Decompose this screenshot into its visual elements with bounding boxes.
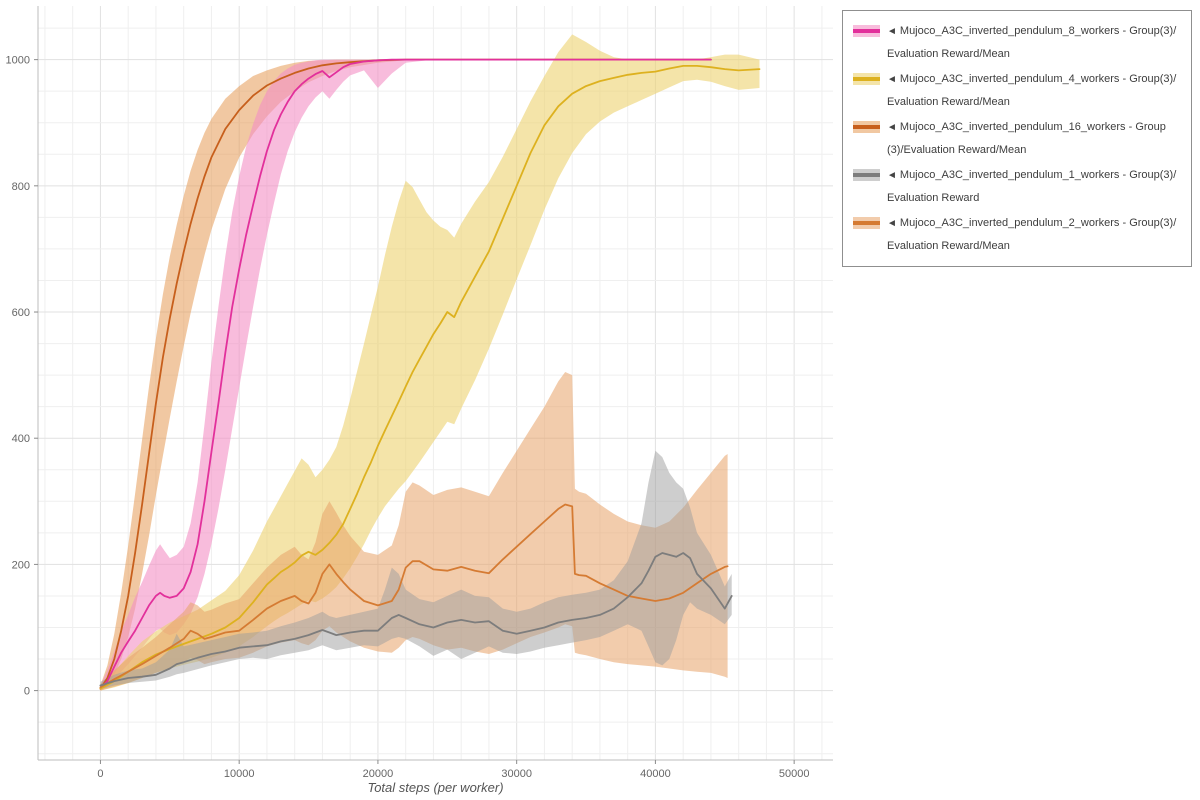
- legend-marker-icon: ◄: [887, 74, 897, 85]
- legend-swatch-pendulum-8-workers: [853, 25, 880, 37]
- x-tick-label: 50000: [779, 768, 810, 780]
- x-tick-label: 40000: [640, 768, 671, 780]
- legend-item-pendulum-8-workers[interactable]: ◄ Mujoco_A3C_inverted_pendulum_8_workers …: [853, 20, 1181, 65]
- x-tick-label: 30000: [501, 768, 532, 780]
- legend-item-pendulum-4-workers[interactable]: ◄ Mujoco_A3C_inverted_pendulum_4_workers …: [853, 68, 1181, 113]
- y-tick-label: 400: [12, 433, 30, 445]
- line-pendulum-1-workers: [99, 552, 733, 687]
- legend-swatch-pendulum-1-workers: [853, 169, 880, 181]
- x-axis-label: Total steps (per worker): [367, 780, 504, 795]
- band-pendulum-4-workers: [100, 34, 760, 691]
- y-tick-label: 200: [12, 559, 30, 571]
- legend-item-pendulum-2-workers[interactable]: ◄ Mujoco_A3C_inverted_pendulum_2_workers …: [853, 212, 1181, 257]
- y-tick-label: 0: [24, 686, 30, 698]
- legend-marker-icon: ◄: [887, 218, 897, 229]
- y-tick-label: 600: [12, 307, 30, 319]
- legend-label: ◄ Mujoco_A3C_inverted_pendulum_16_workers…: [887, 121, 1166, 156]
- legend-item-pendulum-1-workers[interactable]: ◄ Mujoco_A3C_inverted_pendulum_1_workers …: [853, 164, 1181, 209]
- x-tick-label: 10000: [224, 768, 255, 780]
- legend-swatch-pendulum-4-workers: [853, 73, 880, 85]
- legend-label: ◄ Mujoco_A3C_inverted_pendulum_1_workers …: [887, 169, 1177, 204]
- legend-label: ◄ Mujoco_A3C_inverted_pendulum_2_workers …: [887, 217, 1177, 252]
- y-tick-label: 800: [12, 181, 30, 193]
- legend-swatch-pendulum-16-workers: [853, 121, 880, 133]
- band-pendulum-8-workers: [100, 59, 711, 691]
- legend-item-pendulum-16-workers[interactable]: ◄ Mujoco_A3C_inverted_pendulum_16_workers…: [853, 116, 1181, 161]
- legend-swatch-pendulum-2-workers: [853, 217, 880, 229]
- legend-marker-icon: ◄: [887, 170, 897, 181]
- legend-marker-icon: ◄: [887, 122, 897, 133]
- legend-label: ◄ Mujoco_A3C_inverted_pendulum_4_workers …: [887, 73, 1177, 108]
- x-tick-label: 0: [97, 768, 103, 780]
- legend-label: ◄ Mujoco_A3C_inverted_pendulum_8_workers …: [887, 25, 1177, 60]
- line-pendulum-4-workers: [99, 65, 761, 690]
- band-pendulum-1-workers: [100, 450, 732, 690]
- x-tick-label: 20000: [363, 768, 394, 780]
- line-pendulum-2-workers: [99, 503, 729, 689]
- legend-box: ◄ Mujoco_A3C_inverted_pendulum_8_workers …: [842, 10, 1192, 267]
- legend-marker-icon: ◄: [887, 26, 897, 37]
- line-pendulum-8-workers: [99, 58, 712, 690]
- y-tick-label: 1000: [6, 55, 30, 67]
